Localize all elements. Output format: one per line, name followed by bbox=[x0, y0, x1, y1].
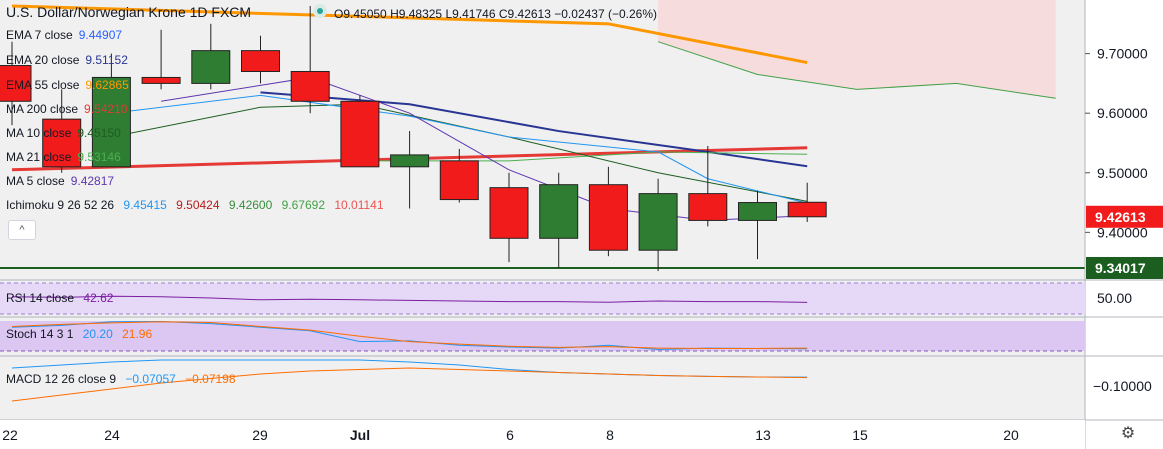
candle-body bbox=[290, 70, 330, 102]
indicator-value: 9.44907 bbox=[78, 28, 123, 42]
candle-body bbox=[638, 193, 678, 251]
indicator-value: 9.53146 bbox=[77, 150, 121, 164]
ichimoku-cloud bbox=[658, 0, 1056, 99]
date-tick-label: Jul bbox=[350, 427, 370, 443]
indicator-label: EMA 55 close bbox=[6, 78, 80, 92]
indicator-legend-row[interactable]: MA 10 close 9.45150 bbox=[6, 126, 121, 140]
price-tick-label: 9.50000 bbox=[1097, 165, 1148, 181]
indicator-value: 9.54210 bbox=[84, 102, 128, 116]
date-tick-label: 8 bbox=[606, 427, 614, 443]
indicator-legend-row[interactable]: MA 200 close 9.54210 bbox=[6, 102, 127, 116]
candle-body bbox=[0, 65, 32, 102]
candle-body bbox=[42, 118, 82, 168]
gear-icon[interactable]: ⚙ bbox=[1120, 425, 1136, 442]
stoch-label: Stoch 14 3 1 bbox=[6, 327, 74, 341]
ichimoku-value: 10.01141 bbox=[334, 198, 384, 212]
indicator-label: MA 21 close bbox=[6, 150, 72, 164]
last-price-tag bbox=[1086, 205, 1163, 228]
indicator-label: MA 5 close bbox=[6, 174, 65, 188]
date-tick-label: 13 bbox=[755, 427, 771, 443]
price-tick-label: 9.70000 bbox=[1097, 46, 1148, 62]
indicator-legend-row[interactable]: EMA 7 close 9.44907 bbox=[6, 28, 122, 42]
date-tick-label: 29 bbox=[252, 427, 268, 443]
moving-average-line bbox=[11, 4, 808, 65]
open-value: O9.45050 bbox=[334, 7, 387, 21]
last-price-label: 9.42613 bbox=[1095, 209, 1146, 225]
indicator-value: 9.51152 bbox=[85, 53, 128, 67]
rsi-value: 42.62 bbox=[83, 291, 114, 305]
candle-body bbox=[738, 202, 777, 221]
indicator-label: EMA 20 close bbox=[6, 53, 80, 67]
date-tick-label: 6 bbox=[506, 427, 514, 443]
macd-signal-value: −0.07198 bbox=[185, 372, 236, 386]
candle-body bbox=[340, 100, 380, 168]
ichimoku-span-line bbox=[657, 41, 1056, 99]
level-price-label: 9.34017 bbox=[1095, 260, 1146, 276]
indicator-legend-row[interactable]: MA 5 close 9.42817 bbox=[6, 174, 114, 188]
ohlc-readout: O9.45050 H9.48325 L9.41746 C9.42613 −0.0… bbox=[334, 7, 657, 21]
candle-body bbox=[439, 160, 479, 201]
indicator-label: MA 10 close bbox=[6, 126, 72, 140]
moving-average-line bbox=[359, 151, 808, 162]
low-value: L9.41746 bbox=[445, 7, 496, 21]
candle-body bbox=[141, 76, 181, 84]
collapse-legend-button[interactable]: ^ bbox=[8, 220, 36, 240]
close-value: C9.42613 bbox=[498, 7, 551, 21]
price-tick-label: 9.60000 bbox=[1097, 105, 1148, 121]
candle-body bbox=[191, 50, 231, 84]
ichimoku-value: 9.42600 bbox=[228, 198, 273, 212]
candle-body bbox=[787, 201, 827, 218]
change-value: −0.02437 (−0.26%) bbox=[554, 7, 657, 21]
candle-body bbox=[489, 187, 529, 239]
ichimoku-value: 9.50424 bbox=[176, 198, 220, 212]
rsi-band bbox=[0, 283, 1085, 314]
moving-average-line bbox=[111, 103, 808, 202]
indicator-value: 9.42817 bbox=[70, 174, 115, 188]
macd-value: −0.07057 bbox=[125, 372, 176, 386]
level-price-tag bbox=[1086, 256, 1163, 279]
stoch-band bbox=[0, 321, 1085, 351]
candle-body bbox=[241, 50, 280, 72]
price-tick-label: 9.40000 bbox=[1097, 224, 1148, 240]
symbol-title: U.S. Dollar/Norwegian Krone 1D FXCM bbox=[6, 4, 252, 20]
indicator-legend-row[interactable]: EMA 55 close 9.62865 bbox=[6, 78, 129, 92]
candle-body bbox=[91, 76, 131, 168]
candle-body bbox=[539, 184, 579, 239]
date-tick-label: 20 bbox=[1003, 427, 1019, 443]
rsi-tick-label: 50.00 bbox=[1097, 290, 1132, 306]
indicator-value: 9.62865 bbox=[85, 78, 129, 92]
macd-tick-label: −0.10000 bbox=[1093, 378, 1152, 394]
macd-legend[interactable]: MACD 12 26 close 9 −0.07057 −0.07198 bbox=[6, 372, 236, 386]
macd-label: MACD 12 26 close 9 bbox=[6, 372, 117, 386]
indicator-legend-row[interactable]: MA 21 close 9.53146 bbox=[6, 150, 121, 164]
date-axis-background bbox=[0, 420, 1085, 449]
indicator-value: 9.45150 bbox=[77, 126, 121, 140]
date-tick-label: 24 bbox=[104, 427, 120, 443]
rsi-label: RSI 14 close bbox=[6, 291, 75, 305]
indicator-legend-row[interactable]: EMA 20 close 9.51152 bbox=[6, 53, 128, 67]
market-status-icon bbox=[313, 4, 327, 18]
candle-body bbox=[390, 154, 430, 168]
ichimoku-legend[interactable]: Ichimoku 9 26 52 26 9.45415 9.50424 9.42… bbox=[6, 198, 384, 212]
stoch-k-line bbox=[11, 320, 808, 351]
high-value: H9.48325 bbox=[390, 7, 443, 21]
ichimoku-value: 9.45415 bbox=[123, 198, 167, 212]
stoch-legend[interactable]: Stoch 14 3 1 20.20 21.96 bbox=[6, 327, 152, 341]
date-tick-label: 15 bbox=[852, 427, 868, 443]
stoch-d-line bbox=[11, 321, 808, 349]
ichimoku-value: 9.67692 bbox=[281, 198, 326, 212]
candle-body bbox=[588, 184, 628, 251]
ichimoku-label: Ichimoku 9 26 52 26 bbox=[6, 198, 115, 212]
rsi-line bbox=[11, 295, 808, 303]
macd-signal-line bbox=[11, 367, 808, 402]
stoch-d-value: 21.96 bbox=[122, 327, 153, 341]
date-tick-label: 22 bbox=[2, 427, 18, 443]
rsi-legend[interactable]: RSI 14 close 42.62 bbox=[6, 291, 113, 305]
candle-body bbox=[688, 193, 728, 221]
stoch-k-value: 20.20 bbox=[82, 327, 113, 341]
indicator-label: EMA 7 close bbox=[6, 28, 73, 42]
indicator-label: MA 200 close bbox=[6, 102, 79, 116]
